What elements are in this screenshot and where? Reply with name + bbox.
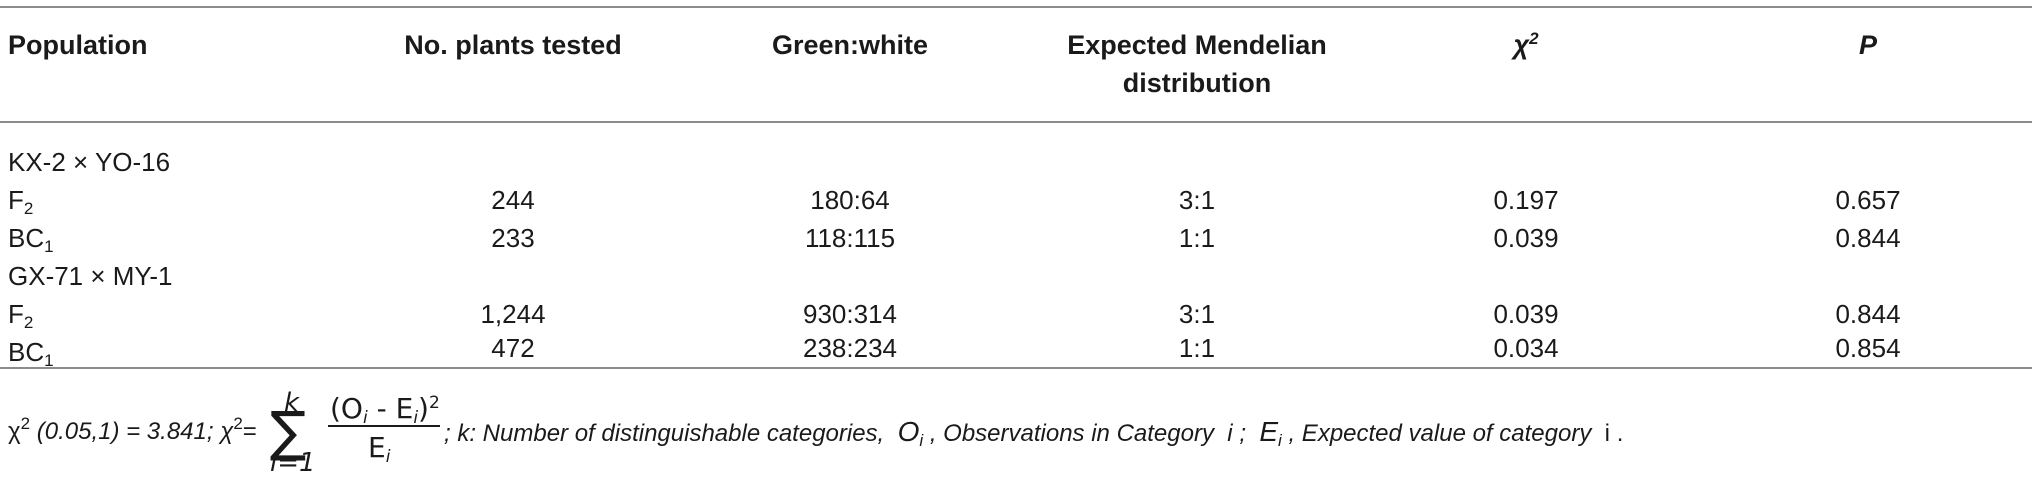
- cell-chi: 0.034: [1493, 333, 1559, 363]
- cell-plants: 472: [491, 333, 535, 363]
- row-generation: F2: [8, 185, 34, 218]
- header-population: Population: [8, 30, 148, 60]
- row-generation: BC1: [8, 223, 54, 256]
- cell-p: 0.844: [1835, 299, 1901, 329]
- cell-expected: 3:1: [1178, 185, 1216, 215]
- cell-p: 0.854: [1835, 333, 1901, 363]
- cell-chi: 0.197: [1493, 185, 1559, 215]
- formula-numerator: (Oi - Ei)2: [330, 392, 440, 428]
- cell-plants: 233: [491, 223, 535, 253]
- cell-chi: 0.039: [1493, 299, 1559, 329]
- top-rule: [0, 6, 2032, 8]
- cell-ratio: 118:115: [804, 223, 896, 253]
- cell-p: 0.657: [1835, 185, 1901, 215]
- cell-plants: 1,244: [480, 299, 546, 329]
- row-generation: BC1: [8, 337, 54, 370]
- header-plants-tested: No. plants tested: [404, 30, 622, 60]
- formula-denominator: Ei: [368, 431, 391, 467]
- cell-expected: 1:1: [1178, 223, 1216, 253]
- cell-ratio: 238:234: [803, 333, 897, 363]
- cell-ratio: 930:314: [803, 299, 897, 329]
- cell-expected: 1:1: [1178, 333, 1216, 363]
- cell-plants: 244: [491, 185, 535, 215]
- cell-chi: 0.039: [1493, 223, 1559, 253]
- row-generation: F2: [8, 299, 34, 332]
- header-expected-line1: Expected Mendelian: [1067, 30, 1327, 60]
- header-rule: [0, 121, 2032, 123]
- summation-symbol: ∑: [270, 400, 307, 463]
- bottom-rule: [0, 367, 2032, 369]
- header-green-white: Green:white: [771, 30, 929, 60]
- footnote-description: ; k: Number of distinguishable categorie…: [444, 416, 1624, 450]
- header-expected-line2: distribution: [1122, 68, 1272, 98]
- cell-ratio: 180:64: [810, 185, 890, 215]
- fraction-bar: [328, 425, 440, 427]
- footnote-critical-value: χ2 (0.05,1) = 3.841; χ2=: [8, 414, 257, 445]
- cell-p: 0.844: [1835, 223, 1901, 253]
- sum-lower-limit: i=1: [270, 448, 316, 478]
- group-label: GX-71 × MY-1: [8, 261, 173, 291]
- header-chi-square: χ2: [1513, 29, 1539, 60]
- header-p-value: P: [1858, 30, 1878, 60]
- cell-expected: 3:1: [1178, 299, 1216, 329]
- group-label: KX-2 × YO-16: [8, 147, 171, 177]
- sum-upper-limit: k: [284, 388, 300, 418]
